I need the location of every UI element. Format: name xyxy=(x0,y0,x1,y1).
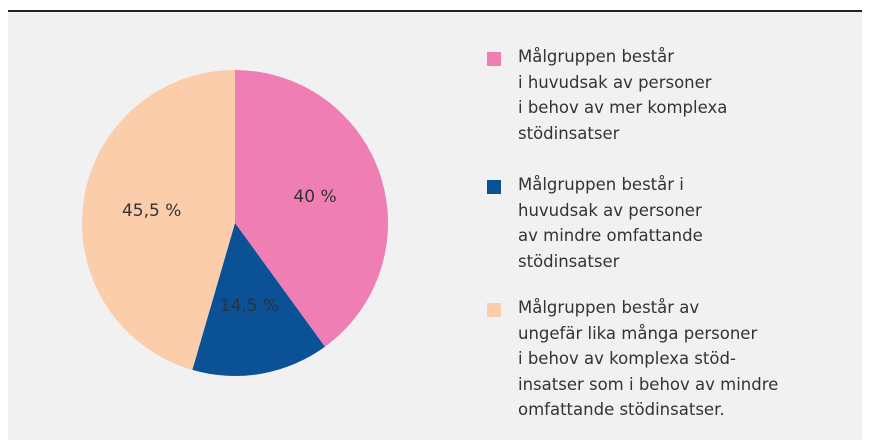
slice-label: 14,5 % xyxy=(220,296,279,316)
pie-slice xyxy=(192,223,325,376)
legend-swatch xyxy=(487,303,501,317)
top-rule xyxy=(8,10,862,12)
slice-label: 45,5 % xyxy=(122,201,181,221)
slice-label: 40 % xyxy=(293,187,336,207)
pie-slice xyxy=(82,70,236,370)
pie-slice xyxy=(235,70,389,347)
legend-label: Målgruppen består i huvudsak av personer… xyxy=(518,175,703,271)
legend-swatch xyxy=(487,180,501,194)
legend-swatch xyxy=(487,52,501,66)
legend-label: Målgruppen består i huvudsak av personer… xyxy=(518,47,728,143)
legend-label: Målgruppen består av ungefär lika många … xyxy=(518,298,779,419)
